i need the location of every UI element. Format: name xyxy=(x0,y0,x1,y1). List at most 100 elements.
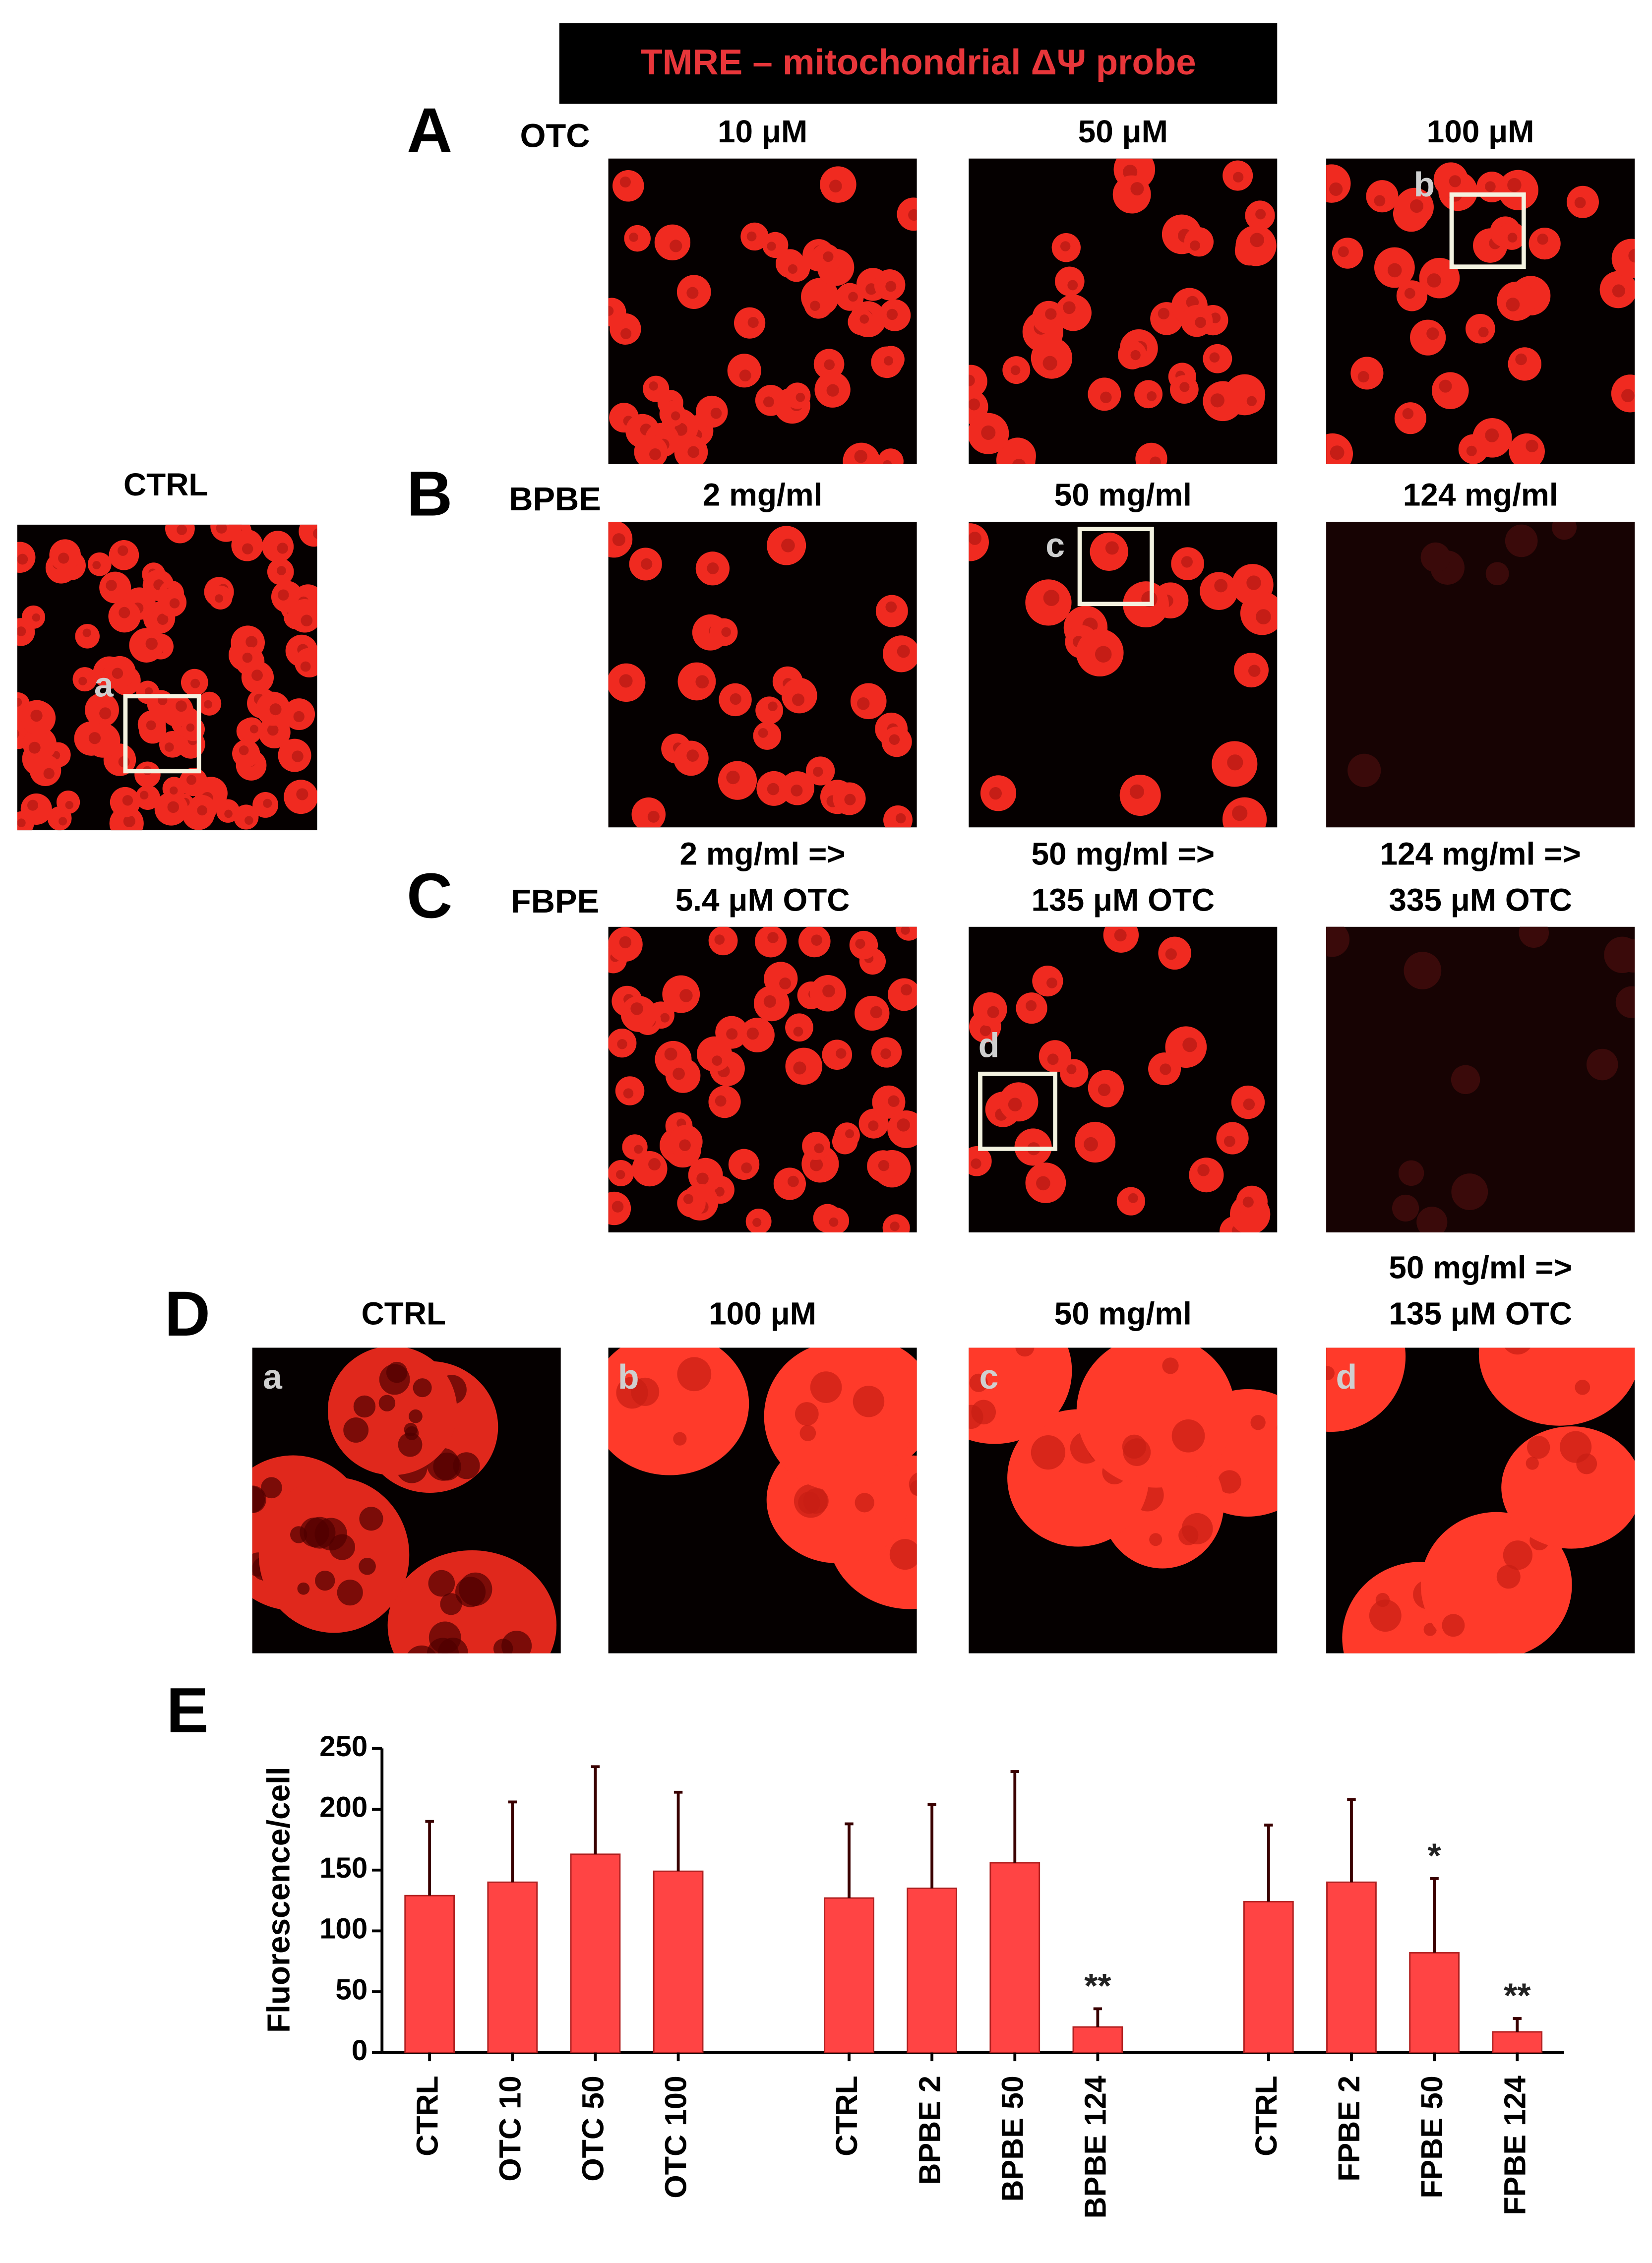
micrograph xyxy=(608,1347,937,1653)
cell-texture xyxy=(1248,665,1261,677)
cell-texture xyxy=(261,1477,282,1499)
cell-texture xyxy=(277,566,286,576)
cell-texture xyxy=(1374,195,1386,207)
column-header: 10 μM xyxy=(718,114,807,149)
cell-texture xyxy=(1594,1292,1621,1319)
column-header: CTRL xyxy=(362,1295,446,1331)
cell-texture xyxy=(673,1067,685,1080)
inset-letter: c xyxy=(979,1357,999,1396)
cell-texture xyxy=(763,995,776,1008)
cell-texture xyxy=(164,742,174,752)
cell-texture xyxy=(679,1139,691,1151)
inset-box xyxy=(123,694,201,774)
row-treatment: FBPE xyxy=(511,883,599,920)
cell-texture xyxy=(1130,350,1141,361)
cell-texture xyxy=(1506,298,1520,311)
cells xyxy=(1326,1292,1635,1653)
cell-texture xyxy=(1507,178,1522,192)
cell-texture xyxy=(1036,1176,1050,1191)
cell-texture xyxy=(619,176,631,188)
cell-texture xyxy=(1130,182,1144,196)
cell-texture xyxy=(686,749,699,762)
column-header: 2 mg/ml => xyxy=(680,836,846,871)
cells xyxy=(252,1347,557,1653)
cell-texture xyxy=(1277,1473,1300,1496)
cell xyxy=(608,1347,749,1475)
cells xyxy=(608,522,917,828)
cell-texture xyxy=(293,711,305,723)
cell xyxy=(1326,164,1351,203)
bar xyxy=(989,1862,1040,2054)
cell-texture xyxy=(1330,445,1345,460)
cell-texture xyxy=(836,1048,847,1059)
cell-texture xyxy=(648,1158,661,1170)
cell-texture xyxy=(1045,308,1057,320)
cell-texture xyxy=(971,1158,981,1169)
cell xyxy=(1586,1048,1618,1081)
y-tick-label: 50 xyxy=(336,1973,368,2006)
cell-texture xyxy=(721,627,732,637)
cell-texture xyxy=(1123,1438,1151,1467)
cell xyxy=(1347,753,1381,788)
cell xyxy=(996,440,1036,464)
cell-texture xyxy=(1227,754,1243,771)
cell-texture xyxy=(767,242,776,251)
column-header: 50 μM xyxy=(1078,114,1168,149)
cell-texture xyxy=(810,1371,842,1403)
cell-texture xyxy=(267,724,279,736)
cell-texture xyxy=(920,1502,937,1519)
micrograph xyxy=(252,1347,561,1653)
cell-texture xyxy=(32,613,41,622)
cell-texture xyxy=(897,645,910,658)
cell-texture xyxy=(1277,1425,1278,1431)
x-tick-label: CTRL xyxy=(830,2076,863,2156)
cell-texture xyxy=(885,601,897,613)
cell-texture xyxy=(269,703,282,716)
cell-texture xyxy=(177,524,187,535)
cell-texture xyxy=(901,984,913,996)
cell-texture xyxy=(242,652,253,663)
cell-texture xyxy=(981,425,996,440)
cell-texture xyxy=(845,1129,855,1139)
cell-texture xyxy=(1190,240,1200,251)
cell-texture xyxy=(459,1572,492,1606)
cell-texture xyxy=(1214,579,1228,593)
row-letter: C xyxy=(407,860,452,931)
cell-texture xyxy=(889,734,900,745)
cell-texture xyxy=(398,1432,423,1457)
column-header: 50 mg/ml => xyxy=(1389,1249,1572,1285)
micrograph-background xyxy=(969,926,1278,1232)
y-tick-label: 0 xyxy=(352,2034,367,2067)
cell-texture xyxy=(1387,263,1402,278)
row-treatment: OTC xyxy=(520,118,590,155)
cell-texture xyxy=(1042,356,1057,370)
x-tick-label: BPBE 50 xyxy=(995,2076,1029,2202)
micrograph xyxy=(1326,926,1635,1232)
significance-label: * xyxy=(1428,1836,1442,1875)
cell-texture xyxy=(1621,389,1635,403)
cell xyxy=(969,1347,1072,1444)
cell-texture xyxy=(359,1507,383,1531)
cell-texture xyxy=(868,1120,879,1131)
ctrl-label: CTRL xyxy=(123,467,208,502)
cell-texture xyxy=(263,798,272,808)
cell-texture xyxy=(792,693,805,706)
cell-texture xyxy=(623,1088,634,1099)
bar xyxy=(1072,2026,1123,2054)
cell-texture xyxy=(17,553,28,565)
cell xyxy=(387,1550,557,1653)
cell-texture xyxy=(1181,1513,1213,1544)
cell-texture xyxy=(1255,209,1266,220)
cell-texture xyxy=(170,786,178,795)
cell-texture xyxy=(1329,182,1343,196)
cell-texture xyxy=(252,1486,265,1513)
cell-texture xyxy=(1031,1435,1066,1470)
cell xyxy=(1478,1347,1635,1426)
cell-texture xyxy=(359,1557,376,1575)
cell-texture xyxy=(726,1028,738,1040)
cell-texture xyxy=(215,594,224,603)
cell xyxy=(1451,1065,1480,1095)
cell-texture xyxy=(810,301,820,311)
cell-texture xyxy=(300,1517,329,1547)
